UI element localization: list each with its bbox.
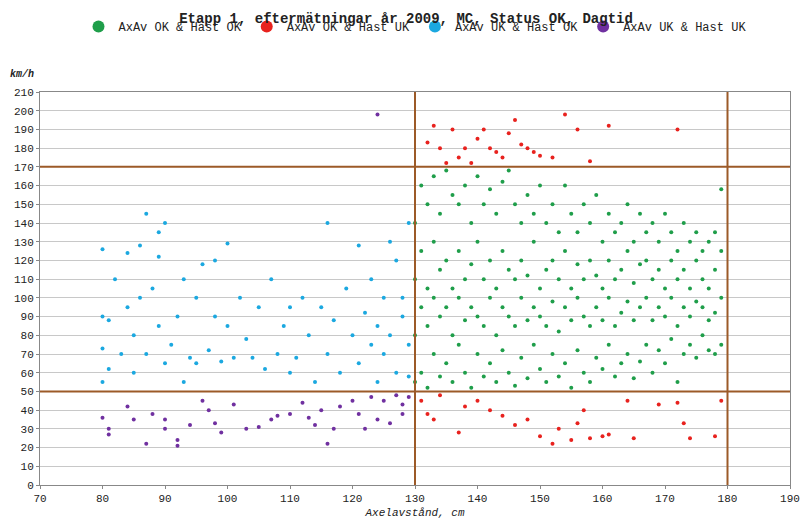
svg-text:100: 100 [218,493,238,505]
svg-text:50: 50 [21,386,34,398]
svg-text:20: 20 [21,442,34,454]
svg-text:180: 180 [14,143,34,155]
svg-text:150: 150 [14,199,34,211]
svg-text:90: 90 [158,493,171,505]
svg-text:AxAv OK & Hast UK: AxAv OK & Hast UK [287,21,410,35]
svg-text:Axelavstånd, cm: Axelavstånd, cm [364,507,464,519]
svg-text:160: 160 [14,180,34,192]
svg-text:150: 150 [530,493,550,505]
svg-text:180: 180 [718,493,738,505]
svg-text:110: 110 [280,493,300,505]
svg-text:60: 60 [21,368,34,380]
svg-text:130: 130 [405,493,425,505]
svg-text:120: 120 [14,255,34,267]
svg-text:Etapp 1, eftermätningar år 200: Etapp 1, eftermätningar år 2009, MC, Sta… [179,11,633,27]
svg-text:120: 120 [343,493,363,505]
svg-text:70: 70 [33,493,46,505]
svg-text:30: 30 [21,424,34,436]
svg-text:210: 210 [14,87,34,99]
svg-text:190: 190 [780,493,800,505]
svg-text:80: 80 [96,493,109,505]
svg-text:AxAv UK & Hast UK: AxAv UK & Hast UK [623,21,746,35]
svg-text:100: 100 [14,293,34,305]
svg-text:110: 110 [14,274,34,286]
svg-text:170: 170 [655,493,675,505]
svg-text:0: 0 [27,480,34,492]
svg-text:AxAv OK & Hast OK: AxAv OK & Hast OK [119,21,242,35]
svg-text:130: 130 [14,237,34,249]
svg-text:160: 160 [593,493,613,505]
svg-text:140: 140 [468,493,488,505]
svg-text:km/h: km/h [10,69,34,80]
svg-text:140: 140 [14,218,34,230]
svg-text:90: 90 [21,311,34,323]
svg-text:80: 80 [21,330,34,342]
svg-text:70: 70 [21,349,34,361]
svg-text:190: 190 [14,124,34,136]
svg-text:40: 40 [21,405,34,417]
svg-text:170: 170 [14,162,34,174]
svg-text:10: 10 [21,461,34,473]
svg-text:200: 200 [14,106,34,118]
svg-text:AxAv UK & Hast OK: AxAv UK & Hast OK [455,21,578,35]
